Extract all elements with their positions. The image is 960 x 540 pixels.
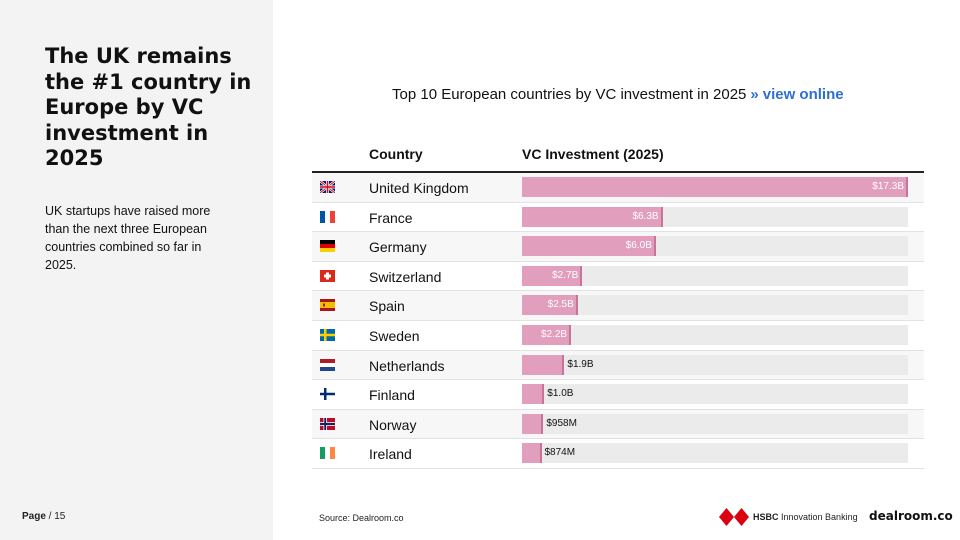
column-header-country: Country — [369, 146, 423, 162]
bar-value-label: $2.2B — [540, 328, 568, 340]
country-name: Ireland — [369, 446, 412, 463]
view-online-link[interactable]: view online — [762, 86, 844, 103]
page-title: The UK remains the #1 country in Europe … — [45, 44, 252, 170]
bar-track: $2.2B — [522, 324, 908, 345]
country-name: Finland — [369, 387, 415, 404]
bar-value-label: $958M — [546, 417, 577, 429]
bar-value-label: $6.3B — [632, 210, 659, 222]
gb-flag-icon — [320, 181, 335, 193]
country-name: Spain — [369, 298, 405, 315]
bar-track: $6.0B — [522, 236, 908, 257]
table-row: France $6.3B — [312, 203, 924, 233]
page-label: Page — [22, 511, 46, 522]
country-name: Germany — [369, 239, 427, 256]
bar — [522, 236, 656, 257]
bar-track: $2.5B — [522, 295, 908, 316]
country-name: Switzerland — [369, 268, 442, 285]
table-body: United Kingdom $17.3B France $6.3B Germany $6… — [312, 173, 924, 469]
bar-track: $874M — [522, 443, 908, 464]
bar — [522, 413, 544, 434]
vc-table: Country VC Investment (2025) United King… — [312, 140, 924, 469]
table-row: Spain $2.5B — [312, 291, 924, 321]
table-row: Germany $6.0B — [312, 232, 924, 262]
table-row: Netherlands $1.9B — [312, 350, 924, 381]
country-name: United Kingdom — [369, 180, 469, 196]
ch-flag-icon — [320, 269, 335, 282]
se-flag-icon — [320, 328, 335, 341]
page-number: Page / 15 — [22, 511, 65, 522]
left-panel: The UK remains the #1 country in Europe … — [0, 0, 273, 540]
bar-value-label: $2.7B — [552, 269, 579, 281]
bar-track: $2.7B — [522, 265, 908, 286]
bar — [522, 443, 542, 464]
dealroom-logo: dealroom.co — [869, 509, 953, 523]
table-row: Norway $958M — [312, 409, 924, 440]
hsbc-hexagon-icon — [719, 508, 749, 526]
table-row: Sweden $2.2B — [312, 321, 924, 351]
bar-track: $17.3B — [522, 177, 908, 197]
page-subtext: UK startups have raised more than the ne… — [45, 204, 211, 272]
bar — [522, 295, 578, 316]
country-name: Norway — [369, 416, 417, 433]
nl-flag-icon — [320, 358, 335, 371]
bar-value-label: $6.0B — [625, 240, 652, 252]
bar — [522, 354, 565, 375]
hsbc-logo-rest: Innovation Banking — [778, 512, 858, 522]
bar — [522, 265, 583, 286]
bar-value-label: $2.5B — [547, 299, 574, 311]
country-name: France — [369, 209, 413, 226]
table-row: Switzerland $2.7B — [312, 262, 924, 292]
fi-flag-icon — [320, 388, 335, 401]
bar-track: $1.0B — [522, 384, 908, 405]
bar-track: $1.9B — [522, 354, 908, 375]
source-note: Source: Dealroom.co — [319, 513, 404, 523]
hsbc-logo-text: HSBC Innovation Banking — [753, 512, 858, 522]
no-flag-icon — [320, 417, 335, 430]
chart-title-text: Top 10 European countries by VC investme… — [392, 86, 747, 103]
chart-title: Top 10 European countries by VC investme… — [392, 86, 844, 103]
bar — [522, 177, 908, 197]
table-header: Country VC Investment (2025) — [312, 140, 924, 173]
table-row: Ireland $874M — [312, 439, 924, 469]
bar-track: $6.3B — [522, 206, 908, 227]
bar-value-label: $1.0B — [547, 388, 574, 400]
es-flag-icon — [320, 299, 335, 312]
country-name: Sweden — [369, 327, 420, 344]
country-name: Netherlands — [369, 357, 445, 374]
table-row: Finland $1.0B — [312, 380, 924, 410]
bar-value-label: $874M — [544, 447, 576, 459]
bar-value-label: $1.9B — [567, 358, 594, 370]
bar-value-label: $17.3B — [872, 181, 904, 192]
hsbc-logo-bold: HSBC — [753, 512, 779, 522]
ie-flag-icon — [320, 447, 335, 460]
bar-track: $958M — [522, 413, 908, 434]
bar — [522, 384, 545, 405]
hsbc-logo: HSBC Innovation Banking — [719, 508, 858, 526]
bar — [522, 324, 572, 345]
table-row: United Kingdom $17.3B — [312, 173, 924, 203]
column-header-vc-investment: VC Investment (2025) — [522, 146, 664, 162]
chevron-right-icon: » — [750, 86, 759, 103]
bar — [522, 206, 663, 227]
page-number-value: 15 — [54, 511, 66, 522]
page-separator: / — [45, 511, 55, 522]
fr-flag-icon — [320, 210, 335, 223]
de-flag-icon — [320, 240, 335, 253]
